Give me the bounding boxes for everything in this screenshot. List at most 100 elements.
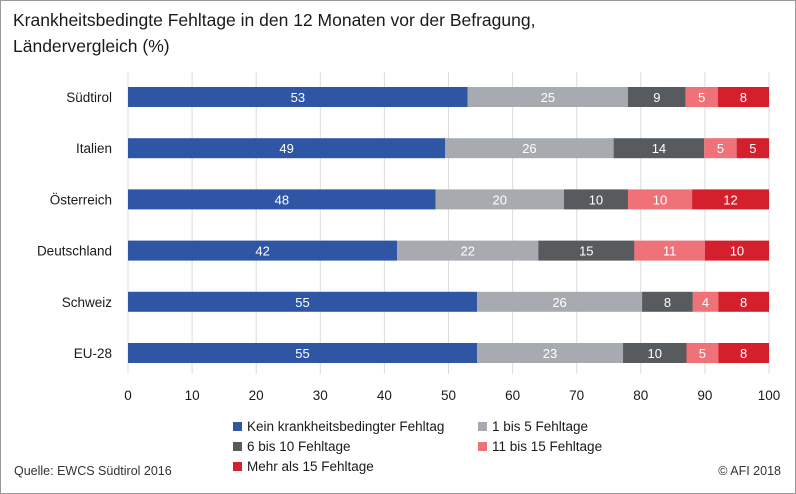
bar-segment	[128, 87, 468, 107]
x-tick-label: 70	[569, 388, 584, 403]
legend-swatch	[478, 422, 487, 431]
x-tick-label: 20	[249, 388, 264, 403]
gridlines	[127, 72, 770, 374]
bar-segment	[692, 291, 719, 312]
data-label: 4	[702, 295, 709, 310]
data-label: 42	[255, 244, 269, 259]
data-label: 10	[648, 346, 662, 361]
legend-item: Kein krankheitsbedingter Fehltag	[233, 419, 444, 434]
x-tick-label: 40	[377, 388, 392, 403]
category-label: Schweiz	[62, 295, 113, 310]
data-label: 9	[653, 90, 660, 105]
x-tick-label: 30	[313, 388, 328, 403]
bar-segment	[685, 87, 718, 107]
bar-segment	[397, 240, 539, 261]
legend-item: 6 bis 10 Fehltage	[233, 439, 351, 454]
data-label: 26	[522, 141, 536, 156]
bar-segment	[642, 291, 693, 312]
legend-label: 6 bis 10 Fehltage	[247, 439, 351, 454]
category-label: Deutschland	[37, 244, 112, 259]
x-tick-label: 0	[124, 388, 132, 403]
bar-segment	[128, 343, 478, 363]
bar-segment	[627, 87, 686, 107]
bar-segment	[613, 138, 705, 159]
copyright-note: © AFI 2018	[718, 464, 781, 478]
category-label: Italien	[76, 141, 112, 156]
x-tick-label: 50	[441, 388, 456, 403]
data-label: 20	[493, 192, 507, 207]
data-label: 12	[723, 192, 737, 207]
bar-segment	[704, 138, 737, 159]
legend-swatch	[233, 442, 242, 451]
bar-segment	[692, 189, 769, 210]
bar-segment	[634, 240, 705, 261]
data-label: 8	[740, 90, 747, 105]
chart-title-line-2: Ländervergleich (%)	[13, 36, 170, 56]
data-label: 22	[460, 244, 474, 259]
bar-segment	[718, 291, 769, 312]
x-tick-label: 60	[505, 388, 520, 403]
data-label: 5	[717, 141, 724, 156]
data-label: 26	[552, 295, 566, 310]
data-label: 49	[279, 141, 293, 156]
data-label: 10	[589, 192, 603, 207]
source-note: Quelle: EWCS Südtirol 2016	[14, 464, 172, 478]
legend-swatch	[233, 462, 242, 471]
bar-segment	[717, 87, 769, 107]
legend-item: 11 bis 15 Fehltage	[478, 439, 602, 454]
chart-title: Krankheitsbedingte Fehltage in den 12 Mo…	[13, 7, 535, 59]
bar-segment	[736, 138, 769, 159]
data-label: 5	[699, 346, 706, 361]
data-label: 23	[543, 346, 557, 361]
category-label: Südtirol	[66, 90, 112, 105]
data-label: 53	[291, 90, 305, 105]
bar-segment	[704, 240, 769, 261]
bar-segment	[445, 138, 614, 159]
data-label: 15	[579, 244, 593, 259]
data-label: 10	[730, 244, 744, 259]
bar-segment	[563, 189, 628, 210]
bar-segment	[128, 138, 446, 159]
data-label: 8	[664, 295, 671, 310]
data-label: 14	[652, 141, 666, 156]
data-label: 10	[653, 192, 667, 207]
data-label: 55	[295, 295, 309, 310]
category-label: EU-28	[74, 346, 112, 361]
data-label: 25	[541, 90, 555, 105]
legend-swatch	[233, 422, 242, 431]
data-label: 8	[740, 346, 747, 361]
data-label: 11	[663, 244, 677, 259]
legend-label: Kein krankheitsbedingter Fehltag	[247, 419, 445, 434]
bar-segment	[435, 189, 564, 210]
bar-segment	[128, 291, 478, 312]
category-labels: Südtirol Italien Österreich Deutschland Schw…	[37, 90, 112, 361]
category-label: Österreich	[50, 192, 112, 207]
bar-segment	[538, 240, 635, 261]
data-label: 48	[275, 192, 289, 207]
legend-label: Mehr als 15 Fehltage	[247, 459, 374, 474]
chart-title-line-1: Krankheitsbedingte Fehltage in den 12 Mo…	[13, 10, 536, 30]
data-label: 8	[740, 295, 747, 310]
bar-segment	[467, 87, 628, 107]
x-tick-label: 100	[758, 388, 781, 403]
data-label: 55	[295, 346, 309, 361]
legend-label: 1 bis 5 Fehltage	[492, 419, 589, 434]
legend-swatch	[478, 442, 487, 451]
x-tick-label: 10	[185, 388, 200, 403]
legend-item: 1 bis 5 Fehltage	[478, 419, 588, 434]
legend-item: Mehr als 15 Fehltage	[233, 459, 374, 474]
bar-segment	[623, 343, 687, 363]
x-tick-label: 80	[633, 388, 648, 403]
bar-segment	[718, 343, 769, 363]
bar-segment	[128, 189, 436, 210]
legend-label: 11 bis 15 Fehltage	[492, 439, 603, 454]
bar-segment	[686, 343, 719, 363]
data-label: 5	[698, 90, 705, 105]
bar-segment	[627, 189, 693, 210]
x-tick-label: 90	[697, 388, 712, 403]
bar-segment	[477, 291, 643, 312]
data-label: 5	[749, 141, 756, 156]
bar-segment	[477, 343, 624, 363]
